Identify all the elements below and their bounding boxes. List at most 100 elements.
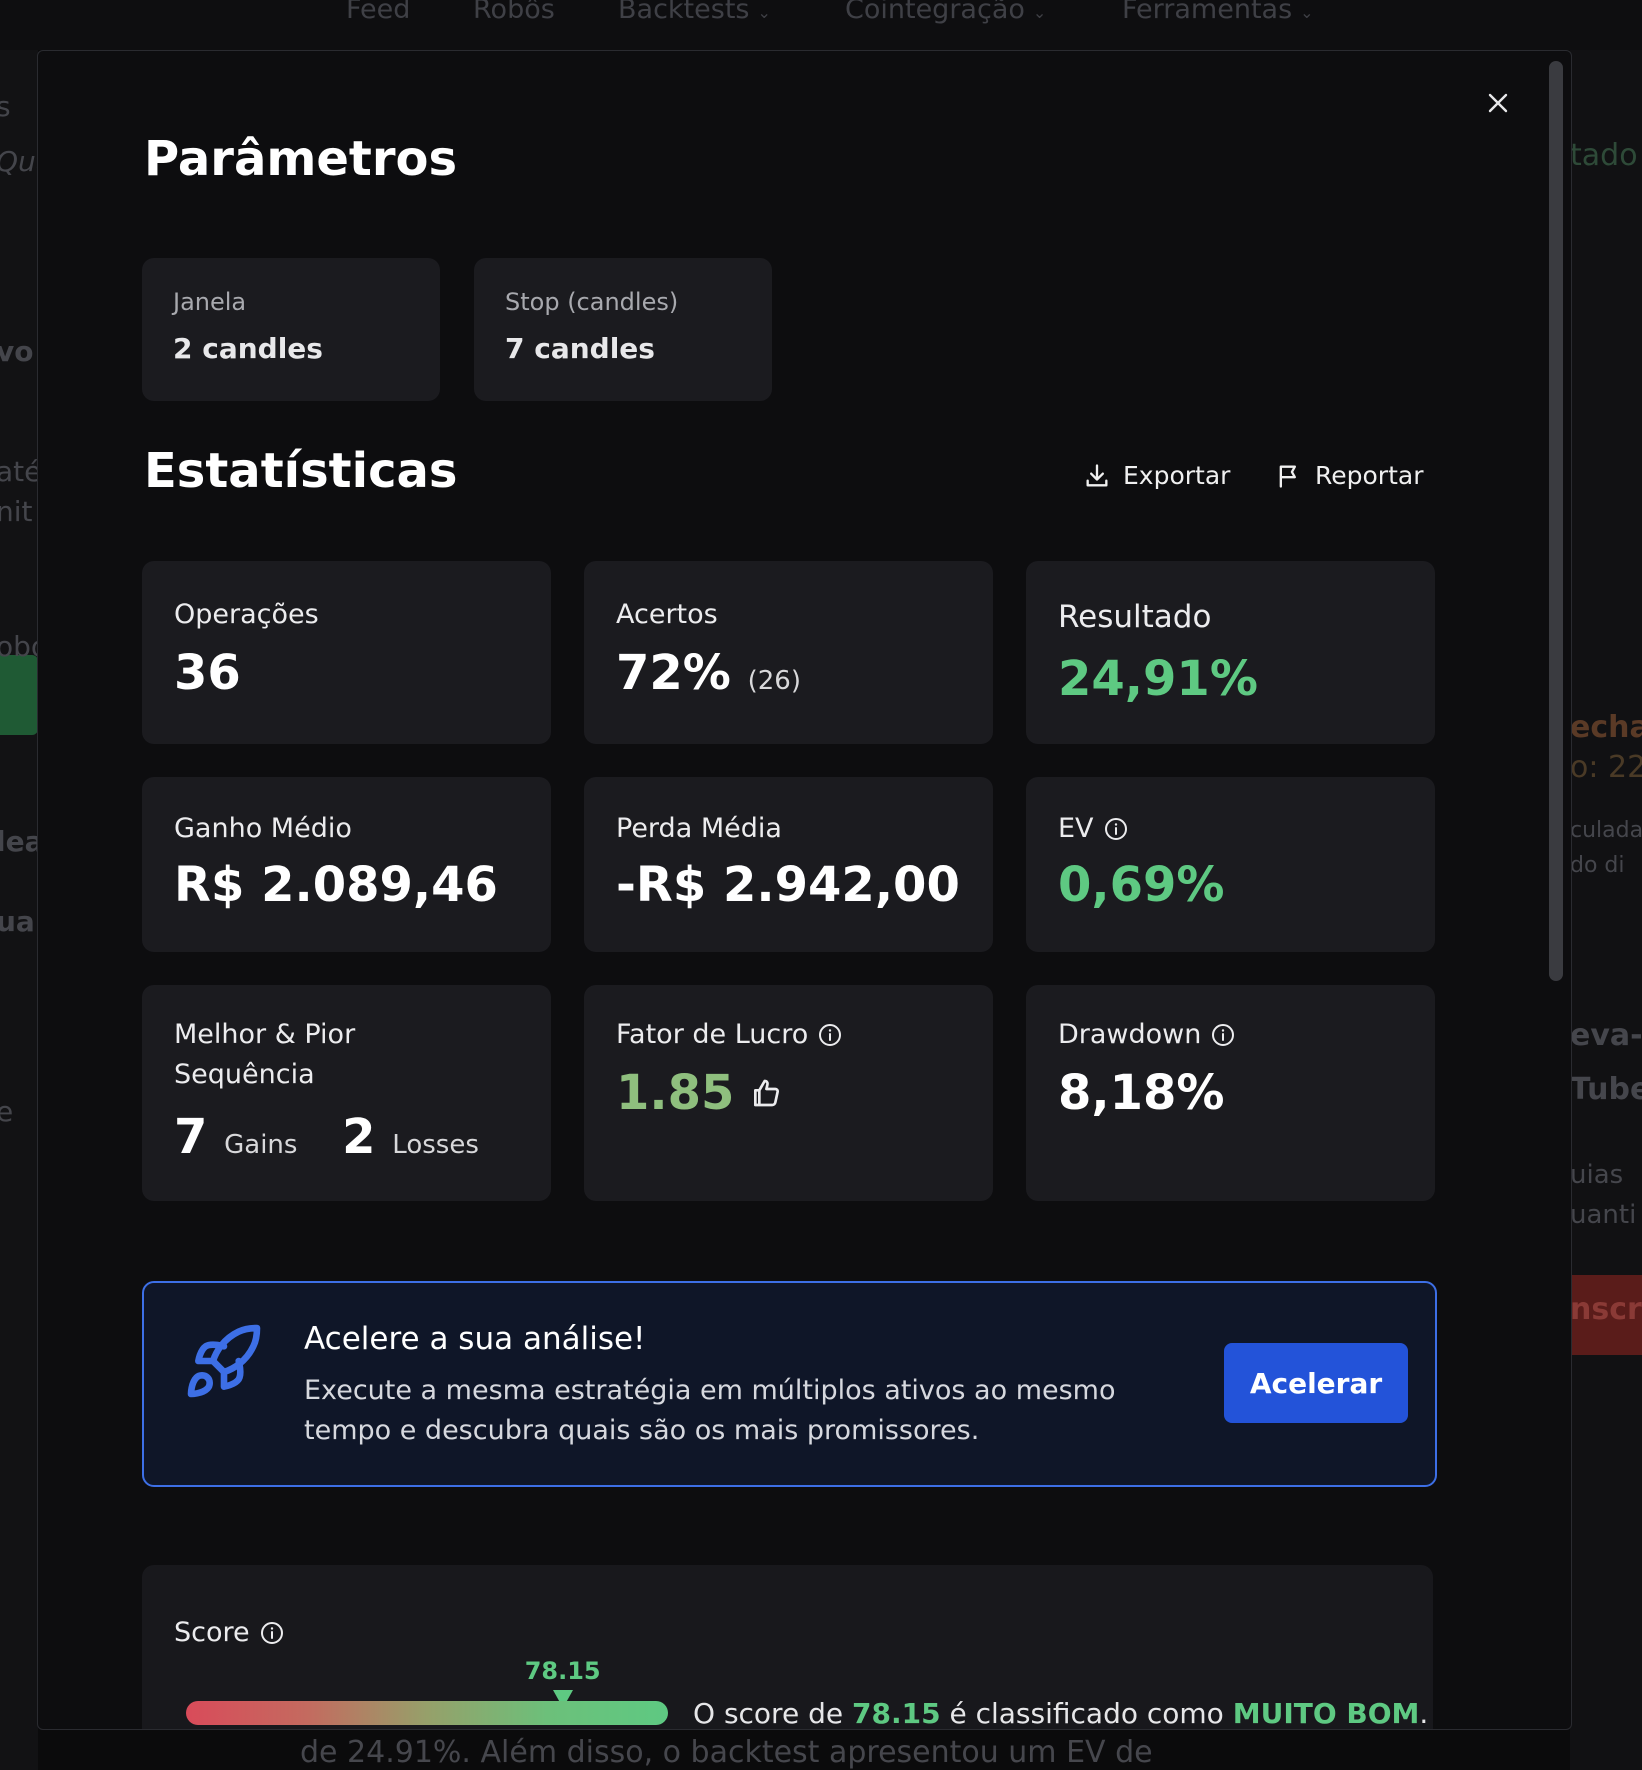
stat-card-acertos: Acertos 72% (26) xyxy=(584,561,993,744)
score-card: Score 78.15 O score de 78.15 é classific… xyxy=(142,1565,1433,1730)
chevron-down-icon: ⌄ xyxy=(1032,3,1047,22)
bg-fragment: vo xyxy=(0,335,34,368)
param-card-stop: Stop (candles) 7 candles xyxy=(474,258,772,401)
rocket-icon xyxy=(187,1324,261,1398)
score-gradient-bar xyxy=(186,1701,668,1725)
stat-label: Ganho Médio xyxy=(174,813,352,844)
stat-card-perda-media: Perda Média -R$ 2.942,00 xyxy=(584,777,993,952)
stat-card-operacoes: Operações 36 xyxy=(142,561,551,744)
score-text-value: 78.15 xyxy=(851,1697,941,1730)
bg-fragment: até xyxy=(0,455,38,488)
bg-fragment: echa xyxy=(1570,710,1642,745)
bg-fragment: Tube xyxy=(1570,1072,1642,1107)
fator-lucro-label: Fator de Lucro xyxy=(616,1019,809,1050)
nav-item-cointegracao[interactable]: Cointegração ⌄ xyxy=(845,0,1047,25)
param-label: Janela xyxy=(173,288,247,316)
stat-value: 24,91% xyxy=(1058,651,1258,707)
background-left-panel: s Qua vo até nit obo lea ua e xyxy=(0,50,38,1770)
background-right-panel: tado echa o: 22/ culada do di eva- Tube … xyxy=(1570,50,1642,1770)
thumbs-up-icon xyxy=(754,1079,780,1107)
stat-label: Fator de Lucro xyxy=(616,1019,842,1050)
score-marker-value: 78.15 xyxy=(524,1657,601,1685)
sequencia-label-line2: Sequência xyxy=(174,1059,315,1090)
losses-value: 2 xyxy=(342,1109,376,1165)
stat-label: Melhor & Pior Sequência xyxy=(174,1015,355,1095)
close-button[interactable] xyxy=(1476,81,1520,125)
stat-value: 1.85 xyxy=(616,1065,782,1121)
accelerate-button[interactable]: Acelerar xyxy=(1224,1343,1408,1423)
stat-label: Perda Média xyxy=(616,813,782,844)
losses-label: Losses xyxy=(392,1130,479,1160)
nav-item-robos[interactable]: Robôs xyxy=(473,0,555,25)
bg-fragment: uanti xyxy=(1570,1200,1637,1230)
stat-value: 72% (26) xyxy=(616,645,801,701)
close-icon xyxy=(1488,93,1508,113)
flag-icon xyxy=(1279,465,1296,488)
bg-fragment: Qua xyxy=(0,145,38,178)
chevron-down-icon: ⌄ xyxy=(757,3,771,22)
stat-value: -R$ 2.942,00 xyxy=(616,857,960,913)
stat-value: 36 xyxy=(174,645,241,701)
chevron-down-icon: ⌄ xyxy=(1300,3,1314,22)
export-label: Exportar xyxy=(1123,461,1231,490)
info-icon[interactable] xyxy=(1104,817,1128,841)
stat-card-ganho-medio: Ganho Médio R$ 2.089,46 xyxy=(142,777,551,952)
scrollbar[interactable] xyxy=(1549,61,1563,981)
download-icon xyxy=(1086,463,1108,486)
bg-fragment: e xyxy=(0,1095,14,1128)
promo-description: Execute a mesma estratégia em múltiplos … xyxy=(304,1375,1116,1446)
bg-fragment: ua xyxy=(0,905,35,938)
stat-card-drawdown: Drawdown 8,18% xyxy=(1026,985,1435,1201)
bg-fragment: nit xyxy=(0,495,33,528)
score-classification: MUITO BOM xyxy=(1232,1697,1420,1730)
param-label: Stop (candles) xyxy=(505,288,679,316)
bg-fragment: lea xyxy=(0,825,38,858)
nav-item-feed[interactable]: Feed xyxy=(346,0,411,25)
bg-fragment: do di xyxy=(1570,853,1625,878)
score-label: Score xyxy=(174,1617,250,1648)
report-button[interactable]: Reportar xyxy=(1275,461,1423,490)
export-button[interactable]: Exportar xyxy=(1083,461,1230,490)
stat-value: R$ 2.089,46 xyxy=(174,857,498,913)
bg-bottom-text: de 24.91%. Além disso, o backtest aprese… xyxy=(300,1735,1153,1770)
params-title: Parâmetros xyxy=(144,131,458,187)
score-text-middle: é classificado como xyxy=(949,1697,1224,1730)
backtest-details-modal: Parâmetros Janela 2 candles Stop (candle… xyxy=(37,50,1572,1730)
bg-fragment: nscre xyxy=(1570,1292,1642,1327)
acertos-count: (26) xyxy=(747,666,801,696)
bg-fragment: uias xyxy=(1570,1160,1624,1190)
accelerate-promo-banner: Acelere a sua análise! Execute a mesma e… xyxy=(142,1281,1437,1487)
stat-value: 8,18% xyxy=(1058,1065,1225,1121)
ev-label: EV xyxy=(1058,813,1094,844)
stat-card-ev: EV 0,69% xyxy=(1026,777,1435,952)
bg-fragment: s xyxy=(0,90,11,123)
stat-card-resultado: Resultado 24,91% xyxy=(1026,561,1435,744)
bg-fragment: culada xyxy=(1570,818,1642,843)
stat-card-sequencia: Melhor & Pior Sequência 7 Gains 2 Losses xyxy=(142,985,551,1201)
stats-title: Estatísticas xyxy=(144,443,458,499)
bg-fragment: eva- xyxy=(1570,1018,1642,1053)
nav-item-backtests[interactable]: Backtests ⌄ xyxy=(618,0,771,25)
score-text-prefix: O score de xyxy=(693,1697,844,1730)
sequencia-label-line1: Melhor & Pior xyxy=(174,1019,356,1050)
stat-label: EV xyxy=(1058,813,1128,844)
param-card-janela: Janela 2 candles xyxy=(142,258,440,401)
background-nav: Feed Robôs Backtests ⌄ Cointegração ⌄ Ferr… xyxy=(0,0,1642,50)
info-icon[interactable] xyxy=(818,1023,842,1047)
bg-fragment: obo xyxy=(0,630,38,663)
bg-fragment: tado xyxy=(1570,138,1638,173)
nav-item-ferramentas[interactable]: Ferramentas ⌄ xyxy=(1122,0,1314,25)
bg-fragment: o: 22/ xyxy=(1570,750,1642,785)
promo-title: Acelere a sua análise! xyxy=(304,1321,646,1357)
acertos-percent: 72% xyxy=(616,645,731,701)
param-value: 2 candles xyxy=(173,332,323,365)
bg-green-button xyxy=(0,655,38,735)
stat-card-fator-lucro: Fator de Lucro 1.85 xyxy=(584,985,993,1201)
stat-label: Drawdown xyxy=(1058,1019,1235,1050)
sequencia-values: 7 Gains 2 Losses xyxy=(174,1109,479,1165)
info-icon[interactable] xyxy=(1211,1023,1235,1047)
score-text-suffix: . xyxy=(1419,1697,1429,1730)
report-label: Reportar xyxy=(1315,461,1424,490)
drawdown-label: Drawdown xyxy=(1058,1019,1202,1050)
info-icon[interactable] xyxy=(260,1621,284,1645)
